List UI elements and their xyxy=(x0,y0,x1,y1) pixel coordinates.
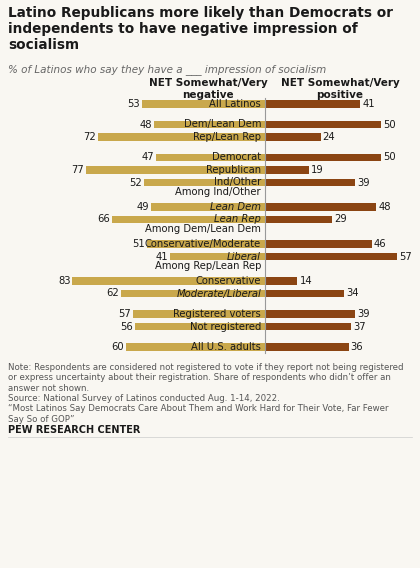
Text: Democrat: Democrat xyxy=(212,152,261,162)
Text: Lean Rep: Lean Rep xyxy=(214,215,261,224)
Bar xyxy=(265,240,372,248)
Text: 48: 48 xyxy=(139,119,152,130)
Text: Moderate/Liberal: Moderate/Liberal xyxy=(176,289,261,299)
Text: NET Somewhat/Very
positive: NET Somewhat/Very positive xyxy=(281,78,399,99)
Text: 39: 39 xyxy=(357,309,370,319)
Text: 34: 34 xyxy=(346,289,358,299)
Bar xyxy=(265,343,349,351)
Text: % of Latinos who say they have a ___ impression of socialism: % of Latinos who say they have a ___ imp… xyxy=(8,64,326,75)
Bar xyxy=(144,179,265,186)
Bar xyxy=(156,154,265,161)
Bar xyxy=(265,133,321,141)
Text: 14: 14 xyxy=(299,276,312,286)
Text: Registered voters: Registered voters xyxy=(173,309,261,319)
Bar xyxy=(87,166,265,174)
Text: 52: 52 xyxy=(130,177,142,187)
Text: Dem/Lean Dem: Dem/Lean Dem xyxy=(184,119,261,130)
Text: Not registered: Not registered xyxy=(189,321,261,332)
Bar xyxy=(121,290,265,297)
Text: 57: 57 xyxy=(399,252,412,261)
Text: 39: 39 xyxy=(357,177,370,187)
Text: 29: 29 xyxy=(334,215,347,224)
Text: 41: 41 xyxy=(155,252,168,261)
Text: 72: 72 xyxy=(83,132,96,142)
Text: Lean Dem: Lean Dem xyxy=(210,202,261,212)
Text: NET Somewhat/Very
negative: NET Somewhat/Very negative xyxy=(149,78,268,99)
Bar xyxy=(265,253,397,260)
Text: Latino Republicans more likely than Democrats or
independents to have negative i: Latino Republicans more likely than Demo… xyxy=(8,6,393,52)
Text: 60: 60 xyxy=(111,342,124,352)
Text: Among Ind/Other: Among Ind/Other xyxy=(176,187,261,197)
Bar xyxy=(151,203,265,211)
Bar xyxy=(112,216,265,223)
Bar xyxy=(265,154,381,161)
Bar xyxy=(126,343,265,351)
Text: Note: Respondents are considered not registered to vote if they report not being: Note: Respondents are considered not reg… xyxy=(8,363,404,424)
Text: PEW RESEARCH CENTER: PEW RESEARCH CENTER xyxy=(8,425,140,435)
Bar xyxy=(265,277,297,285)
Bar xyxy=(154,121,265,128)
Bar xyxy=(265,100,360,108)
Text: 56: 56 xyxy=(121,321,133,332)
Text: Republican: Republican xyxy=(206,165,261,175)
Text: 24: 24 xyxy=(323,132,335,142)
Bar xyxy=(265,166,309,174)
Bar xyxy=(72,277,265,285)
Bar xyxy=(170,253,265,260)
Bar xyxy=(265,290,344,297)
Text: 37: 37 xyxy=(353,321,365,332)
Text: 66: 66 xyxy=(97,215,110,224)
Text: 62: 62 xyxy=(106,289,119,299)
Text: 49: 49 xyxy=(136,202,150,212)
Text: 48: 48 xyxy=(378,202,391,212)
Bar xyxy=(265,323,351,330)
Text: 47: 47 xyxy=(142,152,154,162)
Text: Liberal: Liberal xyxy=(227,252,261,261)
Text: Conservative: Conservative xyxy=(195,276,261,286)
Bar xyxy=(265,310,355,318)
Text: Ind/Other: Ind/Other xyxy=(214,177,261,187)
Text: 50: 50 xyxy=(383,152,396,162)
Bar xyxy=(265,216,332,223)
Text: Among Dem/Lean Dem: Among Dem/Lean Dem xyxy=(145,224,261,234)
Text: 51: 51 xyxy=(132,239,144,249)
Text: 46: 46 xyxy=(374,239,386,249)
Text: 83: 83 xyxy=(58,276,71,286)
Bar xyxy=(98,133,265,141)
Bar xyxy=(265,121,381,128)
Text: Among Rep/Lean Rep: Among Rep/Lean Rep xyxy=(155,261,261,271)
Text: 53: 53 xyxy=(127,99,140,109)
Text: 19: 19 xyxy=(311,165,324,175)
Bar xyxy=(265,203,376,211)
Text: 57: 57 xyxy=(118,309,131,319)
Bar xyxy=(142,100,265,108)
Bar xyxy=(135,323,265,330)
Text: Rep/Lean Rep: Rep/Lean Rep xyxy=(193,132,261,142)
Text: 41: 41 xyxy=(362,99,375,109)
Bar xyxy=(133,310,265,318)
Bar xyxy=(265,179,355,186)
Text: 50: 50 xyxy=(383,119,396,130)
Bar xyxy=(147,240,265,248)
Text: 36: 36 xyxy=(351,342,363,352)
Text: 77: 77 xyxy=(72,165,84,175)
Text: All U.S. adults: All U.S. adults xyxy=(191,342,261,352)
Text: All Latinos: All Latinos xyxy=(209,99,261,109)
Text: Conservative/Moderate: Conservative/Moderate xyxy=(145,239,261,249)
